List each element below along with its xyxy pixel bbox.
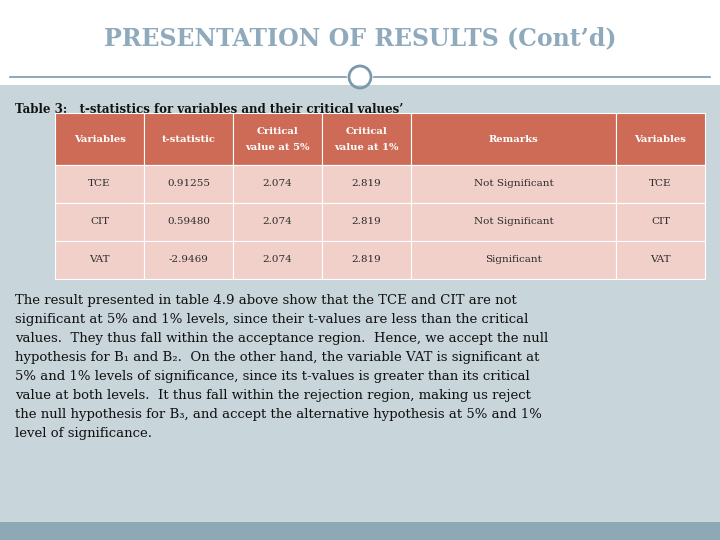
Text: Not Significant: Not Significant xyxy=(474,179,554,188)
Text: Significant: Significant xyxy=(485,255,542,265)
Text: value at both levels.  It thus fall within the rejection region, making us rejec: value at both levels. It thus fall withi… xyxy=(15,389,531,402)
Bar xyxy=(411,241,616,279)
Text: 2.074: 2.074 xyxy=(263,255,292,265)
Text: Variables: Variables xyxy=(634,134,686,144)
Text: Critical: Critical xyxy=(346,126,387,136)
Text: value at 1%: value at 1% xyxy=(334,143,399,152)
Text: PRESENTATION OF RESULTS (Cont’d): PRESENTATION OF RESULTS (Cont’d) xyxy=(104,26,616,50)
Bar xyxy=(55,241,144,279)
Bar xyxy=(233,113,322,165)
Bar xyxy=(144,113,233,165)
Bar xyxy=(55,165,144,203)
Text: 2.819: 2.819 xyxy=(352,255,382,265)
Text: 2.819: 2.819 xyxy=(352,179,382,188)
Text: 5% and 1% levels of significance, since its t-values is greater than its critica: 5% and 1% levels of significance, since … xyxy=(15,370,530,383)
Text: significant at 5% and 1% levels, since their t-values are less than the critical: significant at 5% and 1% levels, since t… xyxy=(15,313,528,326)
Bar xyxy=(322,203,411,241)
Text: level of significance.: level of significance. xyxy=(15,427,152,440)
Bar xyxy=(411,165,616,203)
Text: Critical: Critical xyxy=(257,126,299,136)
Text: 0.59480: 0.59480 xyxy=(167,218,210,226)
Text: hypothesis for B₁ and B₂.  On the other hand, the variable VAT is significant at: hypothesis for B₁ and B₂. On the other h… xyxy=(15,351,539,364)
Text: Variables: Variables xyxy=(73,134,125,144)
Text: -2.9469: -2.9469 xyxy=(168,255,209,265)
Bar xyxy=(0,522,720,540)
Text: TCE: TCE xyxy=(89,179,111,188)
Text: The result presented in table 4.9 above show that the TCE and CIT are not: The result presented in table 4.9 above … xyxy=(15,294,517,307)
Text: 2.819: 2.819 xyxy=(352,218,382,226)
Text: 2.074: 2.074 xyxy=(263,179,292,188)
Bar xyxy=(616,203,705,241)
Bar xyxy=(322,113,411,165)
Bar xyxy=(55,113,144,165)
Text: the null hypothesis for B₃, and accept the alternative hypothesis at 5% and 1%: the null hypothesis for B₃, and accept t… xyxy=(15,408,542,421)
Text: CIT: CIT xyxy=(651,218,670,226)
Bar xyxy=(616,241,705,279)
Bar xyxy=(233,241,322,279)
Bar xyxy=(411,203,616,241)
Text: Table 3:   t-statistics for variables and their critical values’: Table 3: t-statistics for variables and … xyxy=(15,103,403,116)
Text: Remarks: Remarks xyxy=(489,134,539,144)
Text: TCE: TCE xyxy=(649,179,672,188)
Bar xyxy=(144,203,233,241)
Bar xyxy=(411,113,616,165)
Text: 0.91255: 0.91255 xyxy=(167,179,210,188)
Bar xyxy=(55,203,144,241)
Text: VAT: VAT xyxy=(89,255,110,265)
Text: CIT: CIT xyxy=(90,218,109,226)
Text: Not Significant: Not Significant xyxy=(474,218,554,226)
Text: 2.074: 2.074 xyxy=(263,218,292,226)
Bar xyxy=(322,165,411,203)
Bar xyxy=(233,203,322,241)
Bar xyxy=(233,165,322,203)
Bar xyxy=(0,0,720,85)
Bar xyxy=(0,85,720,540)
Text: VAT: VAT xyxy=(650,255,671,265)
Bar xyxy=(616,165,705,203)
Text: value at 5%: value at 5% xyxy=(246,143,310,152)
Bar xyxy=(144,165,233,203)
Bar xyxy=(144,241,233,279)
Text: values.  They thus fall within the acceptance region.  Hence, we accept the null: values. They thus fall within the accept… xyxy=(15,332,548,345)
Bar xyxy=(616,113,705,165)
Bar xyxy=(322,241,411,279)
Text: t-statistic: t-statistic xyxy=(161,134,215,144)
